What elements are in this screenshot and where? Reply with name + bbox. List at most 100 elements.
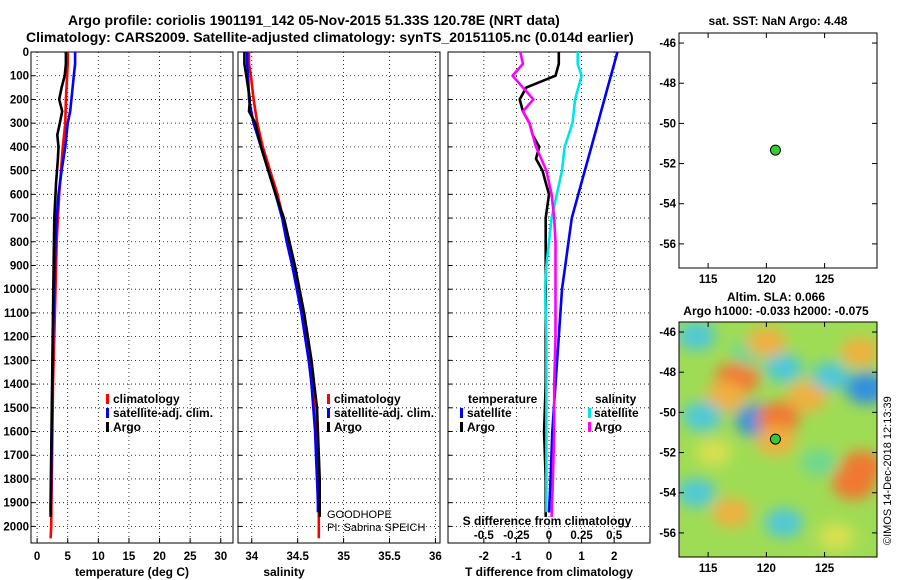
- legend-item: climatology: [113, 392, 180, 406]
- x-tick-label-salinity: 0.25: [570, 530, 593, 542]
- y-tick-label: -50: [659, 407, 676, 419]
- x-tick-label-salinity: 0: [546, 530, 552, 542]
- depth-tick-label: 600: [10, 189, 29, 201]
- imos-stamp: ©IMOS 14-Dec-2018 12:13:39: [882, 396, 894, 545]
- legend-item: Argo: [467, 420, 495, 434]
- panel-sla-map: 115 120 125 -46 -48 -50 -52 -54 -56: [659, 321, 878, 575]
- panel-temperature-profile: 0100200300400500600700800900100011001200…: [3, 47, 234, 579]
- depth-tick-label: 1200: [3, 332, 29, 344]
- sla-map-title-line1: Altim. SLA: 0.066: [727, 290, 825, 304]
- depth-tick-label: 700: [10, 213, 29, 225]
- legend-swatch: [106, 394, 109, 404]
- depth-tick-label: 100: [10, 71, 29, 83]
- argo-float-marker: [769, 433, 781, 445]
- depth-tick-label: 800: [10, 237, 29, 249]
- x-axis-label: salinity: [263, 565, 305, 579]
- figure-title-line2: Climatology: CARS2009. Satellite-adjuste…: [26, 29, 634, 45]
- sst-map-title: sat. SST: NaN Argo: 4.48: [709, 14, 848, 28]
- heatmap-blob: [764, 353, 803, 383]
- x-tick-label: 36: [429, 551, 442, 563]
- heatmap-blob: [811, 361, 850, 391]
- heatmap-blob: [682, 401, 722, 432]
- y-tick-label: -52: [659, 159, 676, 171]
- legend-swatch: [327, 394, 330, 404]
- x-tick-label: 115: [699, 563, 718, 575]
- x-tick-label: 0: [546, 551, 552, 563]
- legend-item: Argo: [113, 420, 141, 434]
- legend-swatch: [106, 422, 109, 432]
- x-tick-label: 120: [757, 274, 776, 286]
- plot-frame: [678, 321, 878, 558]
- legend-title-temperature: temperature: [468, 392, 538, 406]
- heatmap-blobs: [679, 322, 877, 551]
- x-tick-label: 1: [578, 551, 585, 563]
- y-tick-label: -54: [659, 488, 676, 500]
- heatmap-blob: [756, 401, 800, 435]
- series-line-salinity-satellite: [543, 52, 583, 513]
- depth-tick-label: 1700: [3, 450, 29, 462]
- heatmap-blob: [786, 380, 828, 412]
- x-tick-label: 30: [214, 551, 227, 563]
- series-line-satellite-adj-clim-: [245, 52, 320, 513]
- x-axis-label-salinity: S difference from climatology: [463, 514, 632, 528]
- x-tick-label-salinity: 0.5: [606, 530, 623, 542]
- y-tick-label: -56: [659, 239, 676, 251]
- depth-tick-label: 2000: [3, 521, 29, 533]
- series-line-argo: [49, 52, 68, 517]
- figure-title-line1: Argo profile: coriolis 1901191_142 05-No…: [68, 12, 560, 28]
- panel-difference-profile: -2 -1 0 1 2 T difference from climatology temp…: [447, 51, 651, 579]
- heatmap-blob: [696, 439, 732, 467]
- panel-salinity-profile: 34 34.5 35 35.5 36 salinity climatologysatelli…: [237, 51, 442, 579]
- plot-frame: [237, 51, 441, 544]
- depth-tick-label: 300: [10, 118, 29, 130]
- legend-swatch: [106, 408, 109, 418]
- y-tick-label: -46: [659, 38, 676, 50]
- depth-tick-label: 1400: [3, 379, 29, 391]
- annotation-pi: PI: Sabrina SPEICH: [327, 522, 425, 534]
- y-tick-label: -48: [659, 78, 676, 90]
- y-tick-label: -50: [659, 118, 676, 130]
- annotation-project: GOODHOPE: [327, 509, 392, 521]
- y-tick-label: -46: [659, 327, 676, 339]
- plot-frame: [447, 51, 651, 544]
- depth-tick-label: 1300: [3, 355, 29, 367]
- depth-tick-label: 0: [23, 47, 29, 59]
- x-tick-label: 2: [611, 551, 617, 563]
- series-line-salinity-argo: [511, 51, 557, 517]
- heatmap-blob: [817, 522, 855, 551]
- depth-tick-label: 400: [10, 142, 29, 154]
- legend-title-salinity: salinity: [595, 392, 637, 406]
- heatmap-blob: [679, 478, 716, 508]
- depth-tick-label: 1900: [3, 498, 29, 510]
- legend-item: Argo: [334, 420, 362, 434]
- y-tick-label: -48: [659, 367, 676, 379]
- legend-swatch: [588, 422, 591, 432]
- depth-tick-label: 1100: [4, 308, 29, 320]
- y-tick-label: -52: [659, 448, 676, 460]
- x-tick-label: 35: [337, 551, 350, 563]
- heatmap-blob: [845, 372, 877, 405]
- heatmap-blob: [840, 337, 877, 367]
- depth-tick-label: 200: [10, 94, 29, 106]
- argo-float-marker: [769, 144, 781, 156]
- legend-swatch: [460, 422, 463, 432]
- x-tick-label: 125: [815, 274, 835, 286]
- x-axis-label: T difference from climatology: [465, 565, 633, 579]
- x-tick-label: -2: [479, 551, 489, 563]
- x-axis-label: temperature (deg C): [75, 565, 189, 579]
- x-tick-label: 5: [65, 551, 72, 563]
- legend-swatch: [588, 408, 591, 418]
- heatmap-blob: [800, 448, 838, 477]
- sla-map-title-line2: Argo h1000: -0.033 h2000: -0.075: [683, 304, 869, 318]
- plot-frame: [30, 51, 234, 544]
- heatmap-blob: [831, 465, 876, 500]
- x-tick-label: 34.5: [286, 551, 309, 563]
- legend-item: satellite-adj. clim.: [113, 406, 213, 420]
- legend-item: Argo: [594, 420, 622, 434]
- y-tick-label: -54: [659, 199, 676, 211]
- x-tick-label: 120: [757, 563, 776, 575]
- depth-tick-label: 1500: [3, 403, 29, 415]
- depth-tick-label: 500: [10, 166, 29, 178]
- heatmap-blob: [746, 327, 786, 358]
